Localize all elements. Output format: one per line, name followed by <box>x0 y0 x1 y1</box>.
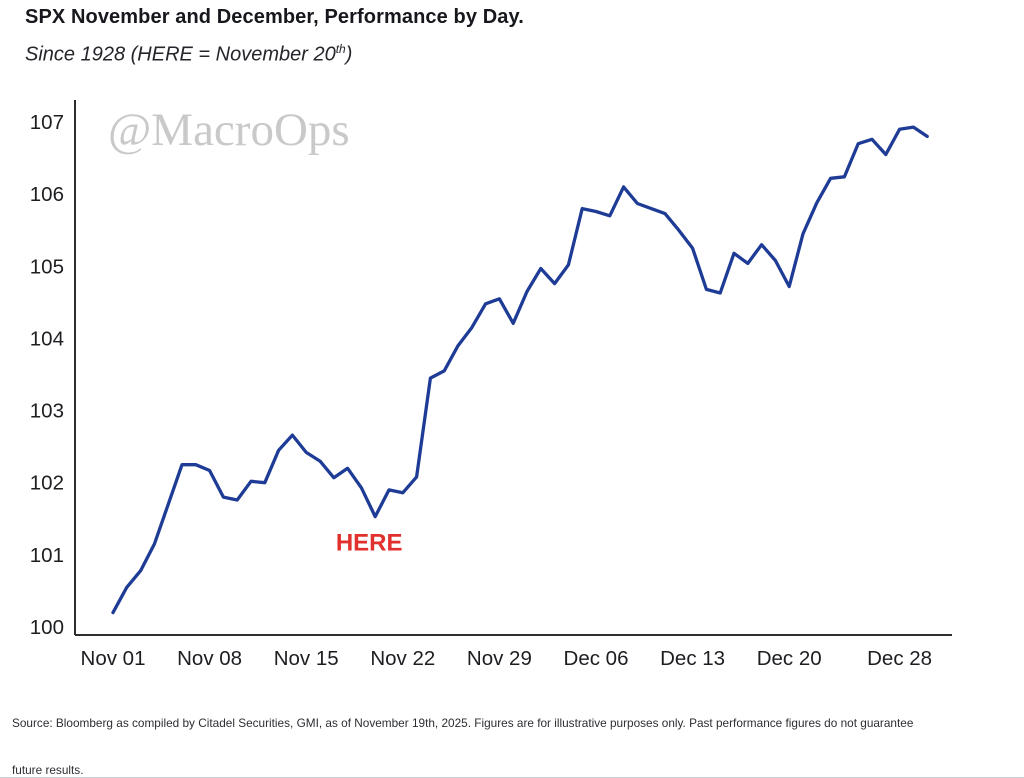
x-tick-label: Dec 06 <box>564 647 629 670</box>
source-note-line1: Source: Bloomberg as compiled by Citadel… <box>12 716 914 730</box>
y-tick-label: 107 <box>30 111 64 134</box>
x-tick-label: Nov 15 <box>274 647 339 670</box>
x-tick-label: Nov 01 <box>81 647 146 670</box>
here-annotation: HERE <box>336 530 403 557</box>
performance-line-chart: @MacroOps 100 101 102 103 104 105 106 107 Nov 01 N… <box>30 100 952 670</box>
chart-subtitle-text: Since 1928 (HERE = November 20 <box>25 43 336 66</box>
chart-area: @MacroOps 100 101 102 103 104 105 106 107 Nov 01 N… <box>0 85 1024 697</box>
y-tick-label: 103 <box>30 400 64 423</box>
x-tick-label: Nov 22 <box>370 647 435 670</box>
y-tick-label: 101 <box>30 544 64 567</box>
spx-performance-line <box>111 125 929 615</box>
source-note-line2: future results. <box>12 763 84 777</box>
x-tick-label: Nov 29 <box>467 647 532 670</box>
chart-subtitle-suffix: ) <box>345 43 353 66</box>
x-tick-label: Dec 20 <box>757 647 822 670</box>
chart-subtitle-superscript: th <box>335 42 346 56</box>
x-tick-label: Dec 13 <box>660 647 725 670</box>
y-tick-label: 102 <box>30 472 64 495</box>
y-tick-label: 105 <box>30 255 64 278</box>
y-tick-label: 104 <box>30 327 64 350</box>
y-tick-label: 106 <box>30 183 64 206</box>
x-tick-label: Nov 08 <box>177 647 242 670</box>
chart-title: SPX November and December, Performance b… <box>25 6 524 28</box>
chart-subtitle: Since 1928 (HERE = November 20th) <box>25 42 352 67</box>
watermark-text: @MacroOps <box>108 104 350 156</box>
x-tick-label: Dec 28 <box>867 647 932 670</box>
y-tick-label: 100 <box>30 616 64 639</box>
